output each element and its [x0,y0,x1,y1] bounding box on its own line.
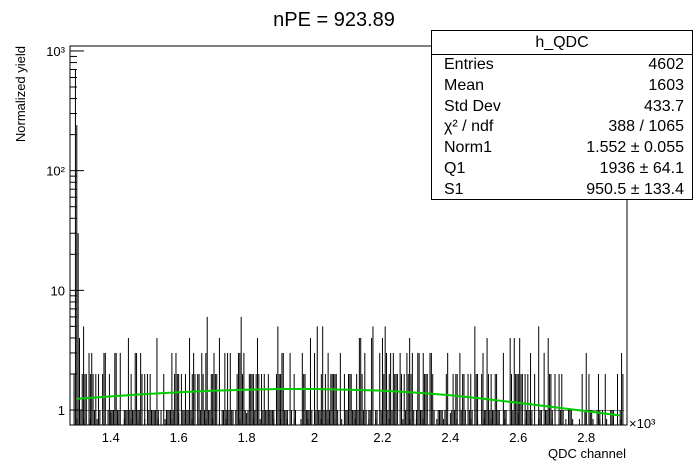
y-axis: 1 10 10² 10³ [46,44,84,418]
stats-row-s1: S1 950.5 ± 133.4 [432,180,692,201]
stats-row-q1: Q1 1936 ± 64.1 [432,159,692,180]
stats-row-chi2-ndf: χ² / ndf 388 / 1065 [432,117,692,138]
stats-value: 1603 [648,76,684,94]
x-axis-multiplier: ×10³ [629,416,656,431]
stats-value: 1936 ± 64.1 [599,159,684,177]
histogram-baseline [74,410,625,411]
y-tick-label: 1 [58,403,65,418]
stats-label: S1 [444,180,464,198]
y-tick-label: 10³ [46,44,65,59]
stats-value: 4602 [648,56,684,73]
stats-row-std-dev: Std Dev 433.7 [432,97,692,118]
stats-value: 1.552 ± 0.055 [586,139,684,157]
stats-label: Q1 [444,159,466,177]
x-tick-label: 2.6 [509,430,527,445]
x-tick-label: 2 [311,430,318,445]
x-tick-label: 2.8 [577,430,595,445]
stats-value: 433.7 [643,97,684,115]
x-tick-label: 2.2 [373,430,391,445]
x-tick-label: 1.6 [170,430,188,445]
stats-value: 950.5 ± 133.4 [586,180,684,198]
stats-label: χ² / ndf [444,118,494,136]
x-axis: 1.4 1.6 1.8 2 2.2 2.4 2.6 2.8 [76,413,621,445]
x-axis-label: QDC channel [548,446,626,461]
x-tick-label: 2.4 [441,430,459,445]
stats-box: h_QDC Entries 4602 Mean 1603 Std Dev 433… [431,30,693,200]
y-tick-label: 10² [46,164,65,179]
stats-row-mean: Mean 1603 [432,76,692,97]
stats-label: Entries [444,56,494,73]
x-tick-label: 1.8 [238,430,256,445]
stats-value: 388 / 1065 [608,118,684,136]
stats-label: Norm1 [444,139,493,157]
y-axis-label: Normalized yield [13,46,28,142]
stats-row-norm1: Norm1 1.552 ± 0.055 [432,138,692,159]
y-tick-label: 10 [51,283,65,298]
fit-line [76,388,621,417]
stats-label: Mean [444,76,485,94]
stats-row-entries: Entries 4602 [432,55,692,76]
histogram-bars [73,69,625,425]
chart-title: nPE = 923.89 [273,9,395,31]
stats-box-title: h_QDC [432,31,692,55]
x-tick-label: 1.4 [102,430,120,445]
stats-label: Std Dev [444,97,501,115]
